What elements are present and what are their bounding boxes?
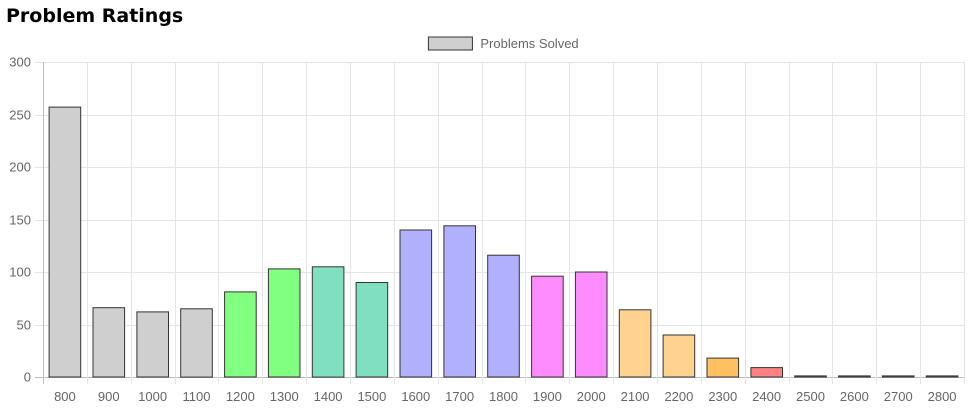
x-tick-label: 1300 [270,389,299,404]
bar-1400[interactable] [311,266,345,378]
x-tick-label: 1100 [183,389,211,404]
bar-800[interactable] [48,106,82,378]
bar-1200[interactable] [224,291,257,378]
x-tick-label: 1900 [533,389,562,404]
y-tick-label: 300 [9,55,31,70]
chart-grid [35,62,965,384]
bar-2500[interactable] [794,375,827,378]
x-tick-label: 2600 [840,389,869,404]
chart-legend[interactable]: Problems Solved [427,36,579,51]
y-axis-ticks: 0 50 100 150 200 250 300 [9,55,31,385]
bar-2700[interactable] [881,375,915,378]
x-tick-label: 2700 [884,389,913,404]
bar-2200[interactable] [662,334,696,378]
x-tick-label: 2500 [796,389,825,404]
y-tick-label: 0 [24,370,31,385]
x-tick-label: 2100 [621,389,650,404]
y-tick-label: 250 [9,108,31,123]
bar-2600[interactable] [838,375,871,378]
bar-2400[interactable] [750,367,784,378]
bar-1700[interactable] [443,225,476,378]
chart-bars [48,106,959,378]
bar-900[interactable] [92,307,126,378]
bar-2000[interactable] [574,271,608,378]
x-tick-label: 2400 [752,389,781,404]
bar-2800[interactable] [925,375,959,378]
x-tick-label: 1700 [445,389,474,404]
bar-2300[interactable] [706,357,740,378]
x-axis-ticks: 800 900 1000 1100 1200 1300 1400 1500 1600 1700 18… [54,389,956,404]
bar-1500[interactable] [355,282,389,378]
x-tick-label: 900 [98,389,120,404]
x-tick-label: 2800 [928,389,957,404]
x-tick-label: 1800 [489,389,518,404]
legend-label[interactable]: Problems Solved [480,36,578,51]
y-tick-label: 100 [9,265,31,280]
legend-swatch[interactable] [427,36,473,51]
x-tick-label: 2000 [577,389,606,404]
x-tick-label: 2200 [664,389,693,404]
y-tick-label: 50 [17,318,31,333]
bar-1000[interactable] [136,311,169,378]
bar-1300[interactable] [267,268,301,378]
x-tick-label: 1400 [314,389,343,404]
y-tick-label: 150 [9,213,31,228]
x-tick-label: 1600 [401,389,430,404]
page-title: Problem Ratings [6,5,184,27]
y-tick-label: 200 [9,160,31,175]
x-tick-label: 1000 [138,389,167,404]
x-tick-label: 1500 [357,389,386,404]
bar-1100[interactable] [180,308,213,378]
x-tick-label: 1200 [226,389,255,404]
bar-1800[interactable] [487,254,520,378]
x-tick-label: 800 [54,389,76,404]
x-tick-label: 2300 [708,389,737,404]
bar-1900[interactable] [531,275,564,378]
bar-1600[interactable] [399,229,433,378]
bar-2100[interactable] [618,309,652,378]
